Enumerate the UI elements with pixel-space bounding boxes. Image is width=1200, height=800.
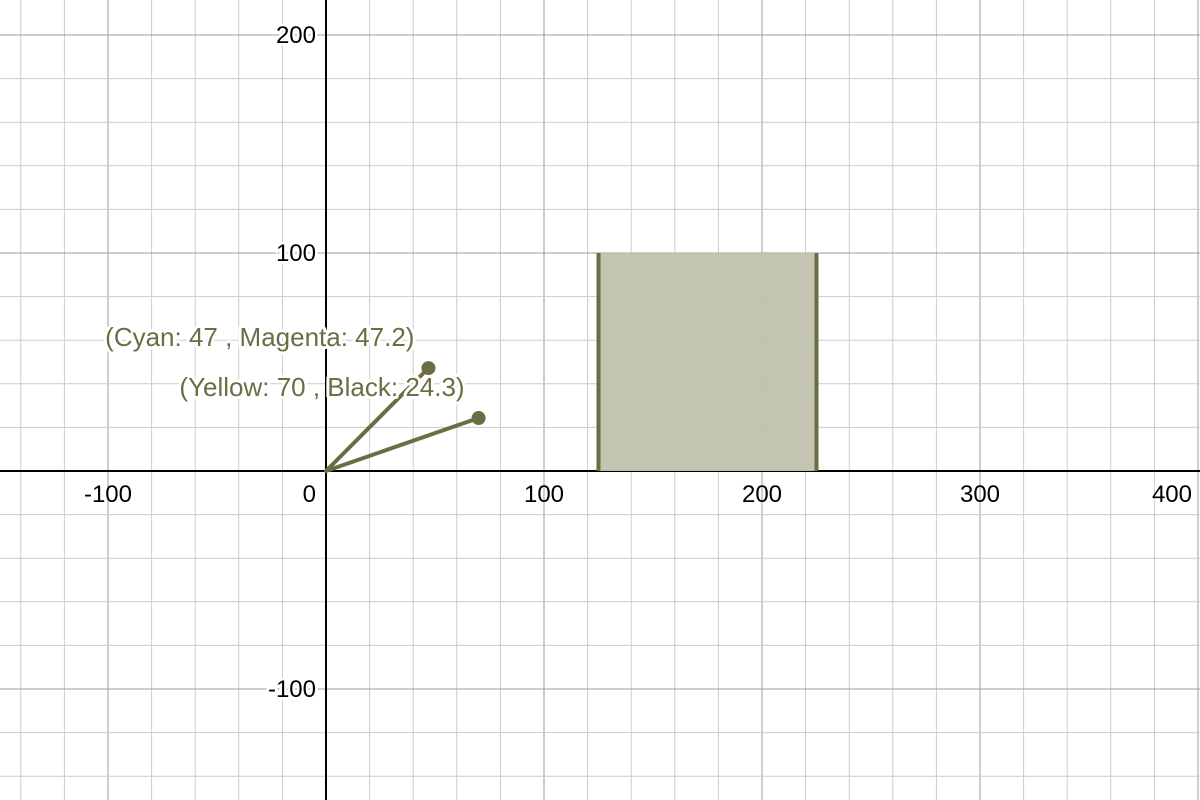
vector-point [471, 411, 486, 426]
x-tick-label: 300 [960, 481, 1000, 508]
x-tick-label: 400 [1152, 481, 1192, 508]
marks [324, 253, 819, 473]
y-tick-label: -100 [268, 676, 316, 703]
x-tick-label: 0 [303, 481, 316, 508]
point-label: (Cyan: 47 , Magenta: 47.2) [105, 322, 414, 352]
x-tick-label: 100 [524, 481, 564, 508]
tick-labels: -100 0 100 200 300 400 200 100 -100 [84, 20, 1192, 706]
point-label: (Yellow: 70 , Black: 24.3) [179, 372, 464, 402]
x-tick-label: 200 [742, 481, 782, 508]
vector-point [421, 361, 436, 376]
y-tick-label: 100 [276, 240, 316, 267]
point-labels: (Cyan: 47 , Magenta: 47.2) (Yellow: 70 , … [102, 319, 467, 405]
x-tick-label: -100 [84, 481, 132, 508]
vector-line [324, 366, 431, 473]
y-tick-label: 200 [276, 22, 316, 49]
vector-line [324, 416, 481, 473]
shaded-rectangle [598, 253, 817, 471]
